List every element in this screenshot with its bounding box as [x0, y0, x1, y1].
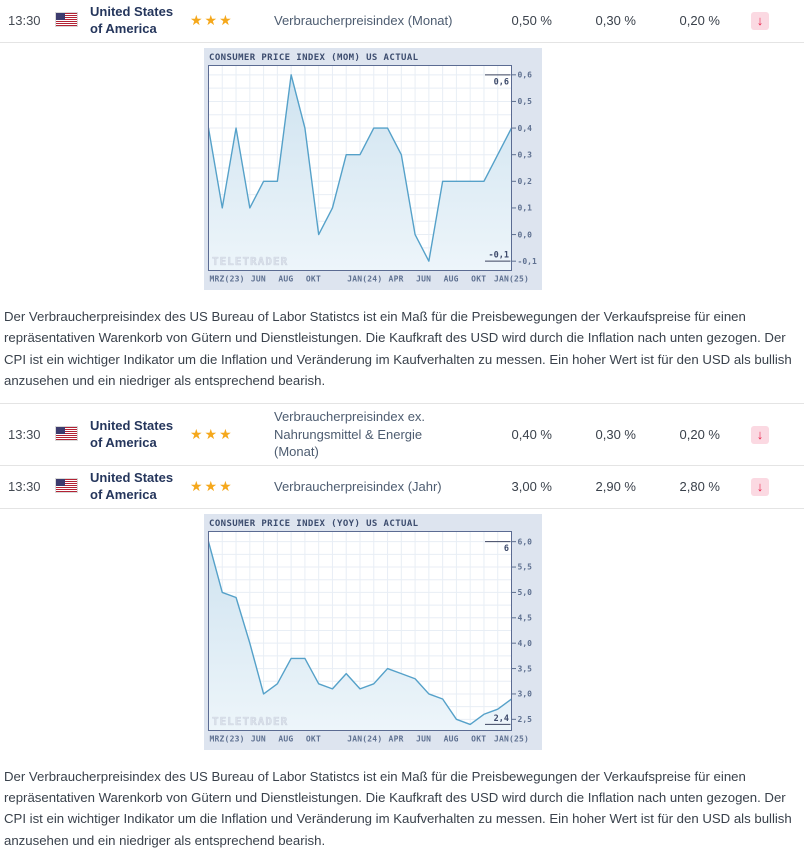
country-name: United States of America [90, 4, 174, 36]
us-flag-icon [56, 426, 90, 443]
svg-text:TELETRADER: TELETRADER [212, 715, 288, 728]
svg-text:2,4: 2,4 [494, 714, 509, 724]
svg-text:0,4: 0,4 [518, 124, 533, 133]
svg-text:5,0: 5,0 [518, 588, 533, 597]
svg-text:JUN: JUN [251, 274, 266, 283]
svg-text:0,1: 0,1 [518, 203, 533, 212]
event-link[interactable]: Verbraucherpreisindex (Jahr) [274, 479, 442, 495]
actual-value: 0,50 % [511, 13, 552, 29]
svg-text:TELETRADER: TELETRADER [212, 255, 288, 268]
previous-value: 0,20 % [679, 427, 720, 443]
us-flag-icon [56, 12, 90, 29]
event-description-block: Der Verbraucherpreisindex des US Bureau … [0, 756, 804, 863]
event-time: 13:30 [8, 13, 41, 29]
svg-text:-0,1: -0,1 [489, 250, 509, 260]
svg-text:-0,1: -0,1 [518, 257, 537, 266]
svg-text:AUG: AUG [444, 274, 459, 283]
importance-stars-icon: ★★★ [190, 478, 234, 495]
forecast-value: 0,30 % [595, 427, 636, 443]
event-link[interactable]: Verbraucherpreisindex (Monat) [274, 13, 453, 29]
svg-text:OKT: OKT [306, 274, 321, 283]
actual-value: 3,00 % [511, 479, 552, 495]
svg-text:OKT: OKT [306, 734, 321, 743]
svg-text:AUG: AUG [278, 734, 293, 743]
svg-text:0,0: 0,0 [518, 230, 533, 239]
chart-plot-area: TELETRADER 6,0 5,5 5,0 4,5 4,0 3,5 3,0 2,5 6 2,4 MR… [208, 530, 542, 745]
svg-text:OKT: OKT [471, 274, 486, 283]
svg-text:0,2: 0,2 [518, 177, 533, 186]
event-description: Der Verbraucherpreisindex des US Bureau … [4, 308, 792, 388]
forecast-value: 0,30 % [595, 13, 636, 29]
previous-value: 0,20 % [679, 13, 720, 29]
event-time: 13:30 [8, 479, 41, 495]
svg-text:MRZ(23): MRZ(23) [210, 274, 245, 283]
svg-text:APR: APR [389, 734, 404, 743]
svg-text:JUN: JUN [251, 734, 266, 743]
svg-text:APR: APR [389, 274, 404, 283]
chart-title: CONSUMER PRICE INDEX (MOM) US ACTUAL [209, 52, 419, 63]
svg-text:0,5: 0,5 [518, 97, 533, 106]
chart-plot-area: TELETRADER 0,6 0,5 0,4 0,3 0,2 0,1 0,0 -0,1 0,6 -0… [208, 64, 542, 285]
svg-text:0,3: 0,3 [518, 150, 533, 159]
svg-text:6,0: 6,0 [518, 537, 533, 546]
svg-text:3,0: 3,0 [518, 689, 533, 698]
event-description-block: Der Verbraucherpreisindex des US Bureau … [0, 296, 804, 405]
chart-title: CONSUMER PRICE INDEX (YOY) US ACTUAL [209, 518, 419, 529]
calendar-row: 13:30 United States of America ★★★ Verbr… [0, 404, 804, 466]
calendar-row: 13:30 United States of America ★★★ Verbr… [0, 466, 804, 509]
svg-text:JAN(25): JAN(25) [494, 274, 529, 283]
bearish-down-arrow-icon: ↓ [732, 477, 788, 496]
event-link[interactable]: Verbraucherpreisindex ex. Nahrungsmittel… [274, 409, 426, 460]
svg-text:JUN: JUN [416, 274, 431, 283]
svg-text:4,0: 4,0 [518, 639, 533, 648]
country-name: United States of America [90, 417, 174, 450]
svg-text:0,6: 0,6 [518, 70, 533, 79]
importance-stars-icon: ★★★ [190, 426, 234, 443]
svg-text:6: 6 [504, 544, 509, 554]
actual-value: 0,40 % [511, 427, 552, 443]
svg-text:OKT: OKT [471, 734, 486, 743]
svg-text:4,5: 4,5 [518, 613, 533, 622]
svg-text:JUN: JUN [416, 734, 431, 743]
forecast-value: 2,90 % [595, 479, 636, 495]
event-description: Der Verbraucherpreisindex des US Bureau … [4, 768, 792, 848]
svg-text:JAN(24): JAN(24) [347, 274, 382, 283]
country-name: United States of America [90, 469, 174, 502]
bearish-down-arrow-icon: ↓ [732, 11, 788, 30]
svg-text:JAN(25): JAN(25) [494, 734, 529, 743]
cpi-mom-chart: CONSUMER PRICE INDEX (MOM) US ACTUAL TEL… [204, 47, 542, 290]
cpi-yoy-chart: CONSUMER PRICE INDEX (YOY) US ACTUAL TEL… [204, 513, 542, 750]
event-time: 13:30 [8, 427, 41, 443]
svg-text:2,5: 2,5 [518, 715, 533, 724]
svg-text:3,5: 3,5 [518, 664, 533, 673]
svg-text:JAN(24): JAN(24) [347, 734, 382, 743]
calendar-row: 13:30 United States of America ★★★ Verbr… [0, 0, 804, 43]
us-flag-icon [56, 478, 90, 495]
svg-text:MRZ(23): MRZ(23) [210, 734, 245, 743]
importance-stars-icon: ★★★ [190, 12, 234, 29]
svg-text:AUG: AUG [278, 274, 293, 283]
svg-text:5,5: 5,5 [518, 562, 533, 571]
svg-text:AUG: AUG [444, 734, 459, 743]
bearish-down-arrow-icon: ↓ [732, 425, 788, 444]
svg-text:0,6: 0,6 [494, 77, 509, 87]
previous-value: 2,80 % [679, 479, 720, 495]
